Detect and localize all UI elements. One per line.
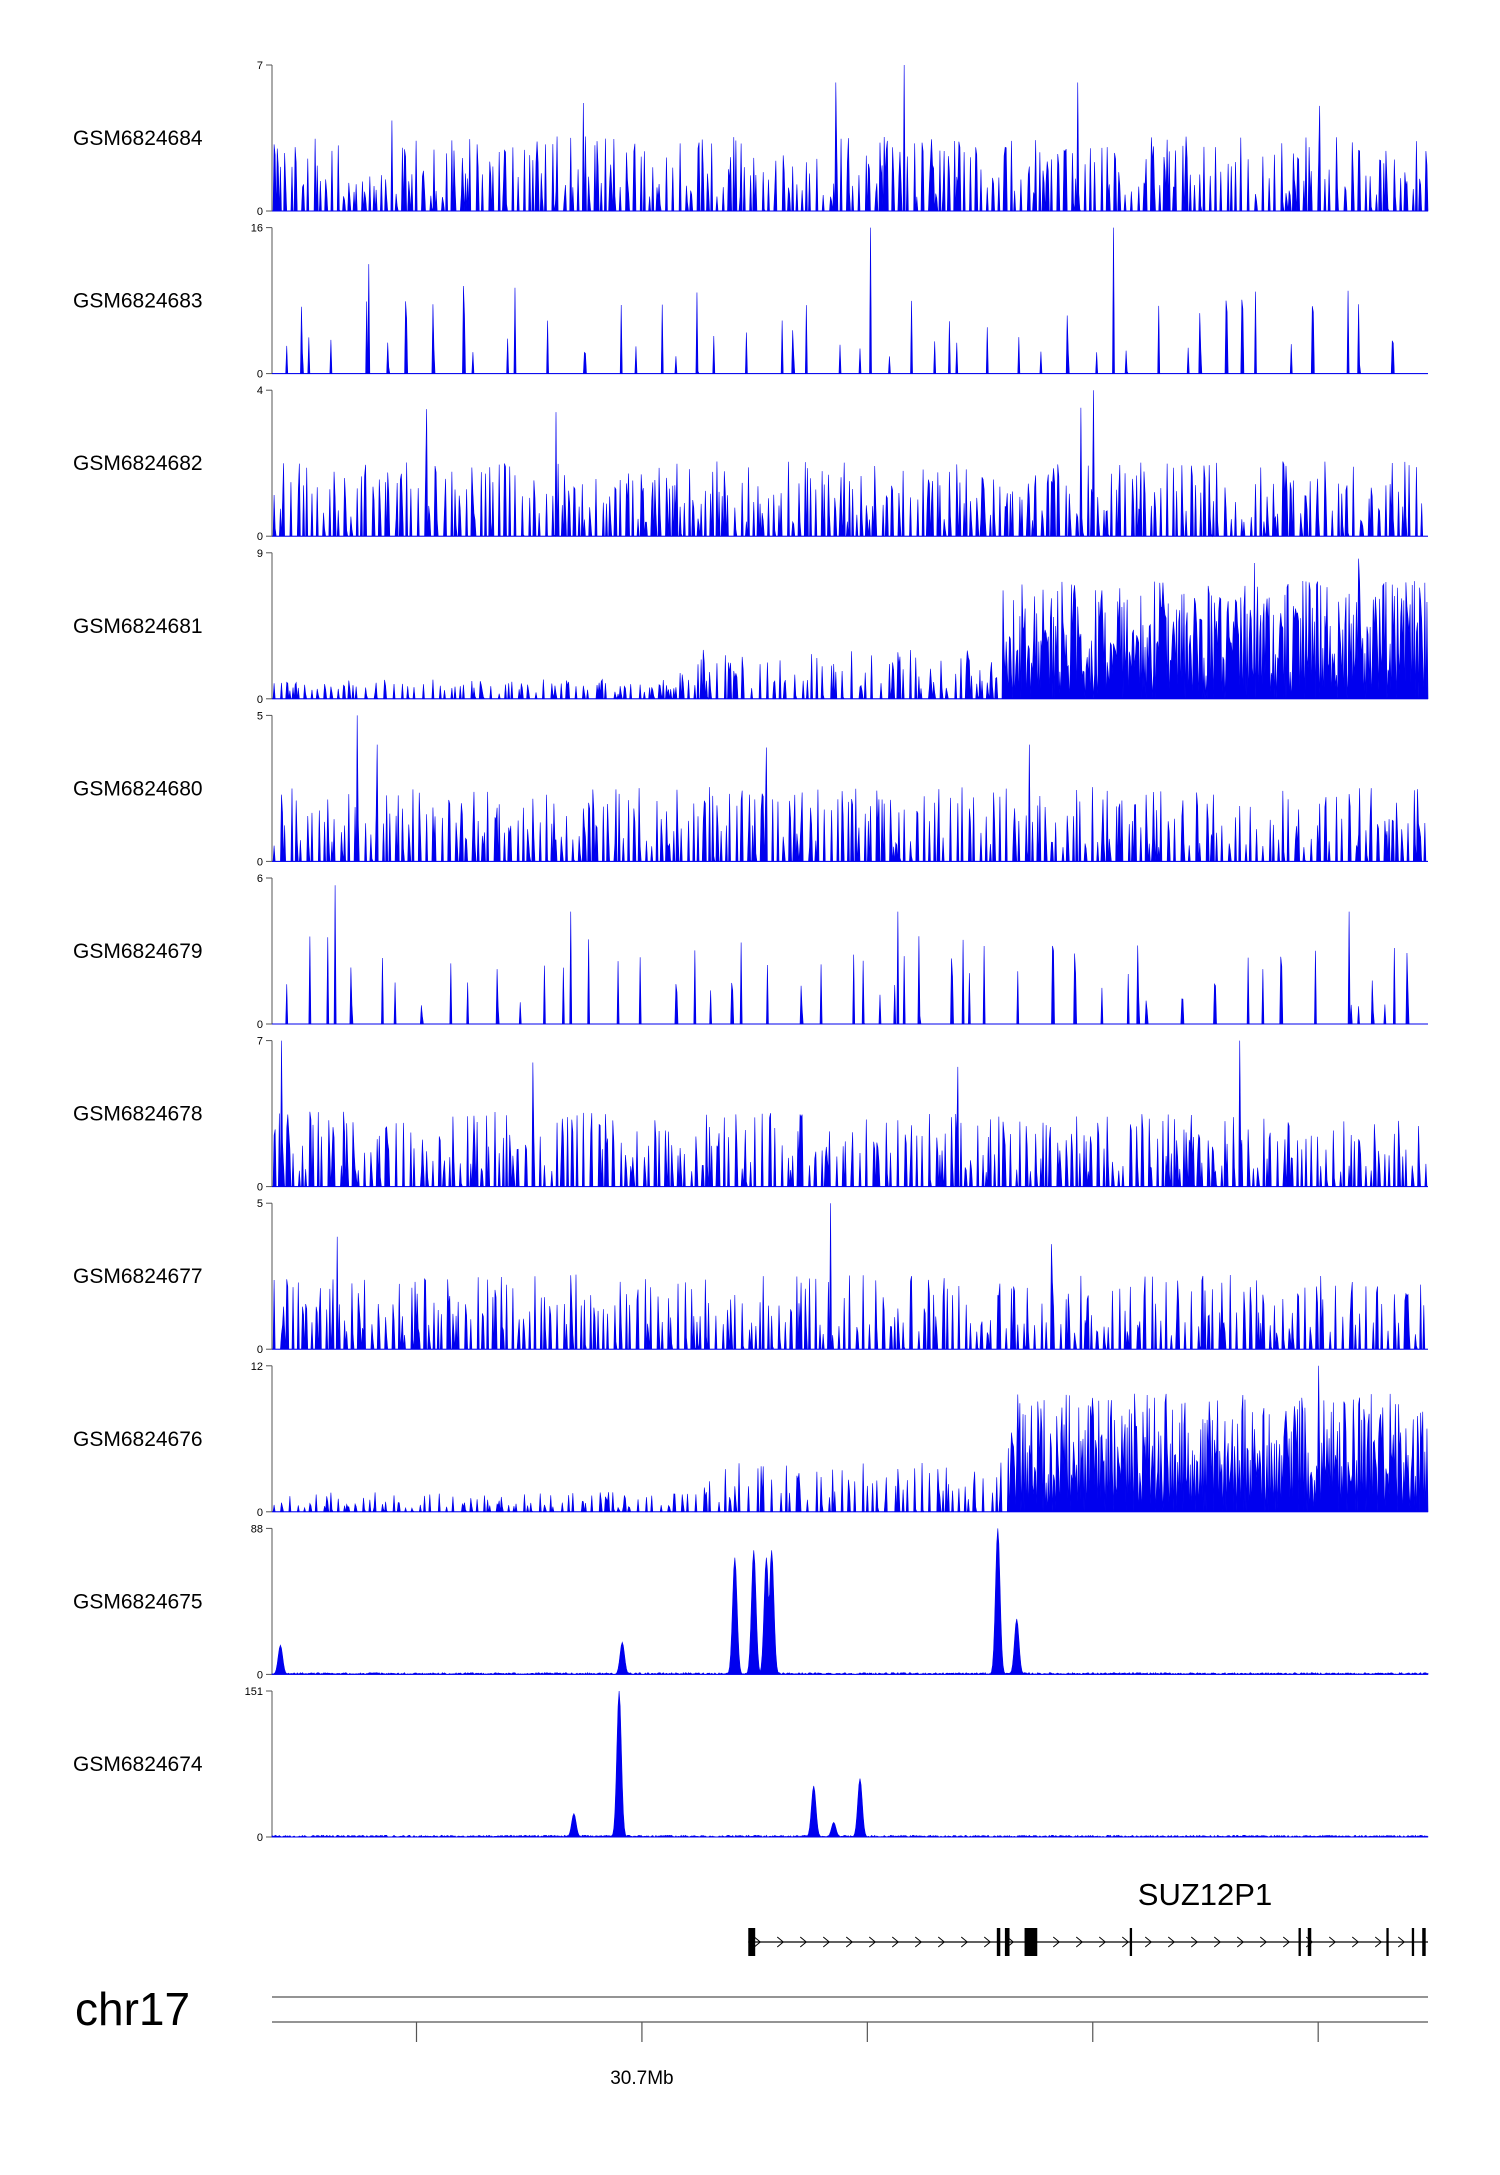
track-GSM6824681: GSM6824681 9 0 (73, 548, 1429, 706)
track-GSM6824677: GSM6824677 5 0 (73, 1198, 1428, 1356)
track-label-GSM6824683: GSM6824683 (73, 290, 203, 313)
track-GSM6824679: GSM6824679 6 0 (73, 873, 1428, 1031)
y-max-label: 7 (257, 60, 263, 72)
signal-area-GSM6824675 (271, 1528, 1429, 1675)
signal-area-GSM6824684 (272, 64, 1429, 212)
strand-arrow (1397, 1936, 1406, 1948)
strand-arrow (1052, 1936, 1061, 1948)
y-min-label: 0 (257, 1669, 263, 1681)
gene-exon (996, 1928, 1001, 1956)
y-max-label: 7 (257, 1036, 263, 1048)
gene-name-label: SUZ12P1 (1138, 1877, 1272, 1912)
y-min-label: 0 (257, 1344, 263, 1356)
track-label-GSM6824676: GSM6824676 (73, 1428, 203, 1451)
track-GSM6824678: GSM6824678 7 0 (73, 1036, 1428, 1194)
strand-arrow (845, 1936, 854, 1948)
strand-arrow (960, 1936, 969, 1948)
strand-arrow (1167, 1936, 1176, 1948)
signal-area-GSM6824681 (272, 558, 1429, 700)
track-label-GSM6824681: GSM6824681 (73, 615, 203, 638)
strand-arrow (1213, 1936, 1222, 1948)
signal-area-GSM6824678 (272, 1040, 1428, 1187)
y-min-label: 0 (257, 1507, 263, 1519)
gene-exon (1422, 1928, 1426, 1956)
strand-arrow (776, 1936, 785, 1948)
strand-arrow (1374, 1936, 1383, 1948)
track-label-GSM6824682: GSM6824682 (73, 452, 203, 475)
strand-arrow (1098, 1936, 1107, 1948)
strand-arrow (1075, 1936, 1084, 1948)
gene-exon (1129, 1928, 1133, 1956)
gene-exon (1307, 1928, 1312, 1956)
gene-exon (1004, 1928, 1010, 1956)
strand-arrow (868, 1936, 877, 1948)
strand-arrow (1328, 1936, 1337, 1948)
chromosome-label: chr17 (75, 1983, 190, 2035)
strand-arrow (799, 1936, 808, 1948)
y-min-label: 0 (257, 206, 263, 218)
gene-exon (1411, 1928, 1415, 1956)
strand-arrow (891, 1936, 900, 1948)
track-GSM6824682: GSM6824682 4 0 (73, 385, 1428, 543)
y-max-label: 88 (251, 1523, 263, 1535)
strand-arrow (753, 1936, 762, 1948)
signal-area-GSM6824676 (272, 1365, 1429, 1513)
track-GSM6824675: GSM6824675 88 0 (73, 1523, 1429, 1681)
strand-arrow (983, 1936, 992, 1948)
signal-area-GSM6824679 (272, 885, 1428, 1025)
gene-annotation: SUZ12P1 (748, 1877, 1428, 1956)
gene-exon (1298, 1928, 1301, 1956)
tracks-layer: GSM682468470GSM6824683160GSM682468240GSM… (73, 60, 1429, 1844)
strand-arrow (937, 1936, 946, 1948)
track-label-GSM6824674: GSM6824674 (73, 1753, 203, 1776)
strand-arrow (914, 1936, 923, 1948)
gene-exon (1024, 1928, 1038, 1956)
position-tick-label: 30.7Mb (610, 2068, 673, 2089)
gene-exon (1386, 1928, 1389, 1956)
strand-arrow (1121, 1936, 1130, 1948)
strand-arrow (822, 1936, 831, 1948)
strand-arrow (1190, 1936, 1199, 1948)
strand-arrow (1259, 1936, 1268, 1948)
y-max-label: 6 (257, 873, 263, 885)
track-label-GSM6824677: GSM6824677 (73, 1265, 203, 1288)
chromosome-axis: chr17 30.7Mb (75, 1983, 1428, 2089)
y-max-label: 16 (251, 223, 263, 235)
signal-area-GSM6824683 (272, 227, 1428, 374)
y-min-label: 0 (257, 1019, 263, 1031)
y-min-label: 0 (257, 1182, 263, 1194)
track-GSM6824684: GSM6824684 7 0 (73, 60, 1429, 218)
y-min-label: 0 (257, 369, 263, 381)
y-max-label: 4 (257, 385, 263, 397)
strand-arrow (1282, 1936, 1291, 1948)
signal-area-GSM6824677 (272, 1203, 1428, 1351)
y-min-label: 0 (257, 1832, 263, 1844)
y-min-label: 0 (257, 856, 263, 868)
signal-area-GSM6824674 (271, 1690, 1429, 1838)
strand-arrow (1144, 1936, 1153, 1948)
y-max-label: 12 (251, 1361, 263, 1373)
signal-area-GSM6824680 (272, 715, 1428, 863)
strand-arrow (1351, 1936, 1360, 1948)
strand-arrow (1236, 1936, 1245, 1948)
track-GSM6824683: GSM6824683 16 0 (73, 223, 1428, 381)
y-min-label: 0 (257, 531, 263, 543)
track-label-GSM6824680: GSM6824680 (73, 777, 203, 800)
track-label-GSM6824678: GSM6824678 (73, 1103, 203, 1126)
y-min-label: 0 (257, 694, 263, 706)
y-max-label: 9 (257, 548, 263, 560)
track-GSM6824676: GSM6824676 12 0 (73, 1361, 1429, 1519)
y-max-label: 151 (245, 1686, 263, 1698)
track-label-GSM6824675: GSM6824675 (73, 1590, 203, 1613)
gene-exon (748, 1928, 756, 1956)
track-GSM6824674: GSM6824674 151 0 (73, 1686, 1429, 1844)
track-label-GSM6824679: GSM6824679 (73, 940, 203, 963)
track-GSM6824680: GSM6824680 5 0 (73, 710, 1428, 868)
y-max-label: 5 (257, 1198, 263, 1210)
track-label-GSM6824684: GSM6824684 (73, 127, 203, 150)
y-max-label: 5 (257, 710, 263, 722)
signal-area-GSM6824682 (272, 390, 1428, 538)
